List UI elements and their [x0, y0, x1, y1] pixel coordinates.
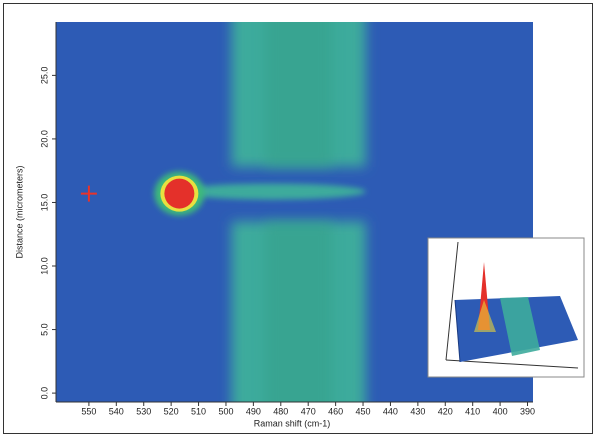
y-tick-label: 10.0: [39, 257, 49, 275]
x-tick-label: 540: [109, 406, 124, 416]
x-tick-label: 510: [191, 406, 206, 416]
band-core: [265, 222, 332, 422]
y-tick-label: 5.0: [39, 323, 49, 336]
x-tick-label: 500: [218, 406, 233, 416]
x-axis-label: Raman shift (cm-1): [254, 418, 331, 428]
x-tick-label: 450: [356, 406, 371, 416]
x-tick-label: 490: [246, 406, 261, 416]
x-tick-label: 400: [493, 406, 508, 416]
x-tick-label: 440: [383, 406, 398, 416]
hotspot-tail: [179, 184, 365, 200]
x-tick-label: 530: [136, 406, 151, 416]
x-tick-label: 520: [164, 406, 179, 416]
chart: Raman shift (cm-1) Distance (micrometers…: [0, 0, 597, 438]
y-axis-label: Distance (micrometers): [14, 165, 24, 258]
y-tick-label: 15.0: [39, 194, 49, 212]
x-tick-label: 550: [81, 406, 96, 416]
y-tick-label: 20.0: [39, 130, 49, 148]
x-tick-label: 470: [301, 406, 316, 416]
x-tick-label: 410: [465, 406, 480, 416]
x-tick-label: 460: [328, 406, 343, 416]
x-tick-label: 390: [520, 406, 535, 416]
hotspot: [164, 179, 194, 209]
band-core: [265, 2, 332, 167]
x-tick-label: 420: [438, 406, 453, 416]
y-tick-label: 0.0: [39, 387, 49, 400]
y-tick-label: 25.0: [39, 67, 49, 85]
x-tick-label: 430: [410, 406, 425, 416]
inset-3d-view: [428, 238, 584, 377]
x-tick-label: 480: [273, 406, 288, 416]
